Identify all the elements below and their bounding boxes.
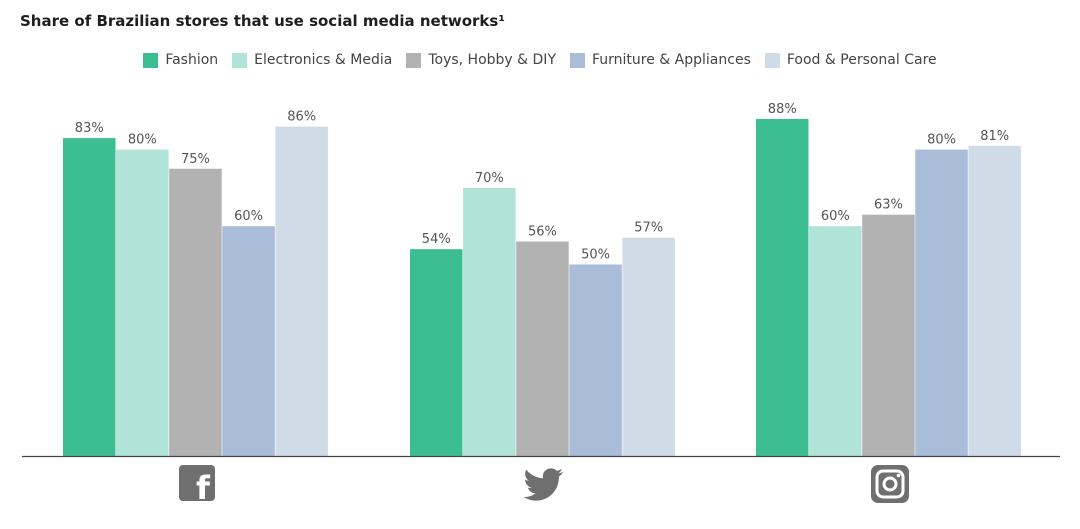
bar-facebook-fashion [63, 138, 116, 457]
data-label-twitter-toys-hobby-diy: 56% [528, 225, 557, 240]
bar-twitter-toys-hobby-diy [516, 241, 569, 456]
data-label-facebook-fashion: 83% [75, 121, 104, 136]
bar-twitter-fashion [410, 249, 463, 456]
data-label-twitter-electronics-media: 70% [475, 171, 504, 186]
data-label-facebook-furniture-appliances: 60% [234, 209, 263, 224]
data-label-instagram-fashion: 88% [768, 102, 797, 117]
bar-instagram-fashion [756, 118, 809, 457]
legend-item-toys-hobby-diy: Toys, Hobby & DIY [406, 52, 556, 68]
facebook-icon: f [179, 465, 215, 507]
svg-text:f: f [196, 469, 211, 507]
data-label-facebook-food-personal-care: 86% [287, 110, 316, 125]
legend-swatch-food-personal-care [764, 52, 780, 68]
bar-facebook-food-personal-care [275, 126, 328, 457]
legend-label-food-personal-care: Food & Personal Care [786, 52, 937, 68]
data-label-instagram-furniture-appliances: 80% [927, 133, 956, 148]
legend: Fashion Electronics & Media Toys, Hobby … [0, 52, 1080, 68]
instagram-icon [871, 465, 909, 503]
data-label-instagram-electronics-media: 60% [821, 209, 850, 224]
twitter-icon [523, 468, 563, 501]
bar-facebook-electronics-media [116, 149, 169, 456]
legend-swatch-furniture-appliances [570, 52, 585, 68]
legend-label-furniture-appliances: Furniture & Appliances [592, 52, 751, 68]
chart-title: Share of Brazilian stores that use socia… [20, 12, 505, 30]
legend-swatch-toys-hobby-diy [406, 52, 422, 68]
data-label-instagram-toys-hobby-diy: 63% [874, 198, 903, 213]
bar-instagram-electronics-media [809, 226, 862, 456]
data-label-twitter-fashion: 54% [422, 232, 451, 247]
legend-item-electronics-media: Electronics & Media [232, 52, 392, 68]
bar-instagram-furniture-appliances [915, 149, 968, 456]
bar-facebook-toys-hobby-diy [169, 168, 222, 456]
bar-instagram-toys-hobby-diy [862, 214, 915, 456]
legend-item-fashion: Fashion [143, 52, 218, 68]
legend-item-furniture-appliances: Furniture & Appliances [570, 52, 751, 68]
data-label-twitter-furniture-appliances: 50% [581, 248, 610, 263]
legend-swatch-electronics-media [232, 52, 248, 68]
legend-label-fashion: Fashion [165, 52, 219, 68]
data-label-facebook-toys-hobby-diy: 75% [181, 152, 210, 167]
bar-facebook-furniture-appliances [222, 226, 275, 456]
bar-twitter-food-personal-care [622, 237, 675, 456]
legend-label-electronics-media: Electronics & Media [254, 52, 393, 68]
data-label-twitter-food-personal-care: 57% [634, 221, 663, 236]
bar-twitter-electronics-media [463, 187, 516, 456]
legend-item-food-personal-care: Food & Personal Care [764, 52, 937, 68]
legend-swatch-fashion [143, 52, 159, 68]
legend-label-toys-hobby-diy: Toys, Hobby & DIY [428, 52, 556, 68]
bar-twitter-furniture-appliances [569, 264, 622, 456]
data-label-facebook-electronics-media: 80% [128, 133, 157, 148]
data-label-instagram-food-personal-care: 81% [980, 129, 1009, 144]
bar-instagram-food-personal-care [968, 145, 1021, 456]
